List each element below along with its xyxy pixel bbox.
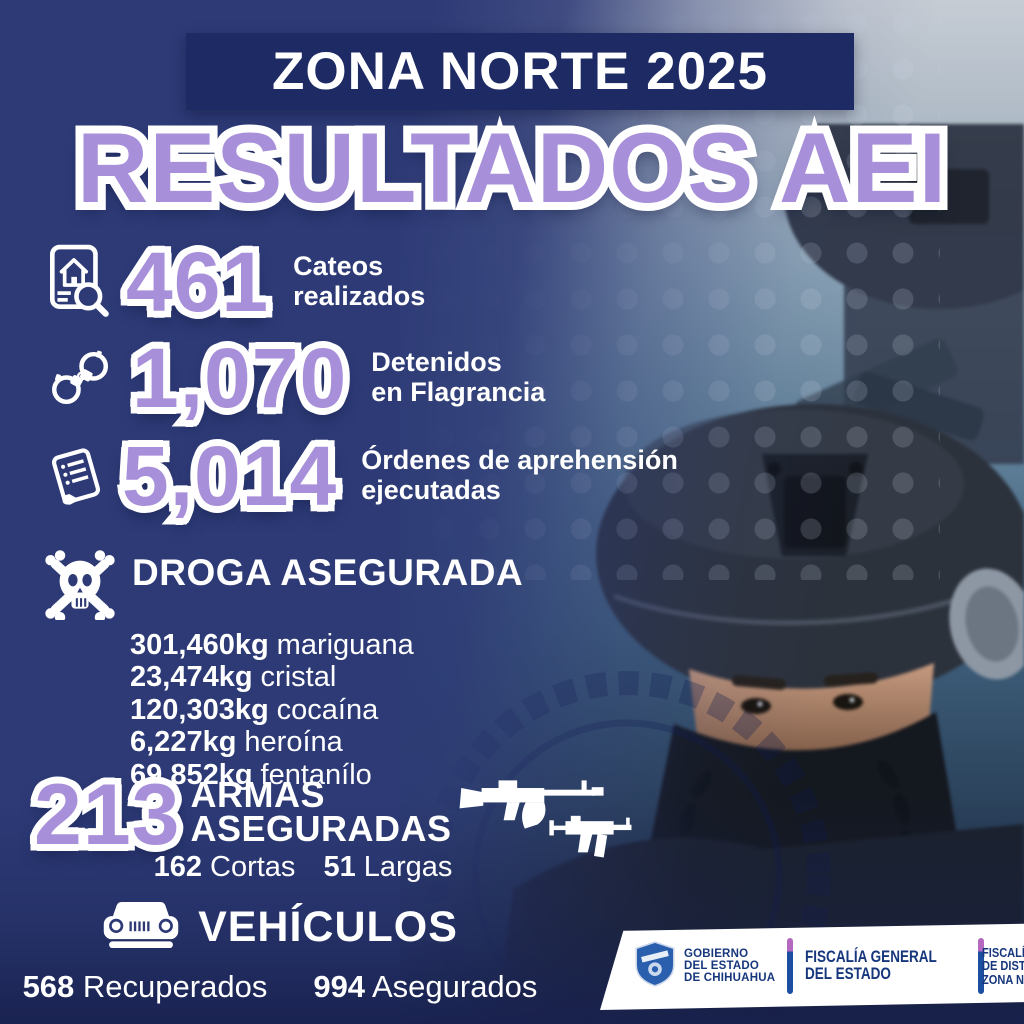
stat-value-detenidos: 1,070 [132, 336, 347, 420]
drug-item-cocaina: 120,303kg cocaína [130, 693, 379, 726]
weapons-largas: 51 Largas [323, 851, 453, 883]
vehicles-section: VEHÍCULOS 568 Recuperados 994 Asegurados [23, 898, 537, 1005]
drugs-section: DROGA ASEGURADA 301,460kg mariguana 23,47… [42, 546, 523, 791]
weapons-value: 213 [34, 772, 181, 858]
drug-item-heroina: 6,227kg heroína [130, 726, 343, 759]
fiscalia-general-logo-text: FISCALÍA GENERAL DEL ESTADO [805, 947, 938, 983]
rifle-icon [459, 780, 604, 829]
banner-label: ZONA NORTE 2025 [271, 42, 769, 101]
handcuffs-icon [46, 346, 116, 410]
stat-row-ordenes: 5,014 Órdenes de aprehensión ejecutadas [46, 434, 678, 518]
vehicles-breakdown: 568 Recuperados 994 Asegurados [10, 969, 550, 1005]
weapons-cortas: 162 Cortas [153, 851, 296, 883]
weapons-icons [456, 768, 638, 864]
skull-crossbones-icon [42, 546, 118, 625]
stat-value-cateos: 461 [126, 240, 269, 324]
search-warrant-icon [46, 244, 110, 320]
car-icon [102, 898, 180, 957]
title-text: RESULTADOS AEI [77, 118, 947, 217]
vehicles-header: VEHÍCULOS [40, 898, 520, 957]
stat-value-ordenes: 5,014 [122, 434, 337, 518]
footer-logo-strip: GOBIERNO DEL ESTADO DE CHIHUAHUA FISCALÍ… [600, 923, 1024, 1010]
drugs-list: 301,460kg mariguana 23,474kg cristal 120,3… [130, 629, 523, 791]
stat-row-detenidos: 1,070 Detenidos en Flagrancia [46, 336, 545, 420]
vehicles-asegurados: 994 Asegurados [313, 969, 538, 1004]
stat-row-cateos: 461 Cateos realizados [46, 240, 425, 324]
drug-item-mariguana: 301,460kg mariguana [130, 629, 414, 661]
divider [787, 938, 794, 994]
drugs-header: DROGA ASEGURADA [42, 546, 523, 625]
banner-zona-norte: ZONA NORTE 2025 [186, 33, 854, 110]
gobierno-logo-text: GOBIERNO DEL ESTADO DE CHIHUAHUA [684, 947, 776, 985]
divider [977, 938, 984, 994]
drugs-title: DROGA ASEGURADA [132, 552, 524, 593]
fiscalia-distrito-logo-text: FISCALÍA DE DISTRITO ZONA NORTE [981, 944, 1024, 987]
weapons-title: ARMAS ASEGURADAS [190, 774, 452, 850]
stat-label-detenidos: Detenidos en Flagrancia [371, 347, 546, 407]
stat-label-cateos: Cateos realizados [293, 251, 426, 311]
weapons-section: 213 ARMAS ASEGURADAS [34, 768, 638, 864]
stat-label-ordenes: Órdenes de aprehensión ejecutadas [361, 445, 678, 505]
submachine-gun-icon [548, 815, 632, 858]
arrest-order-document-icon [46, 445, 106, 507]
vehicles-recuperados: 568 Recuperados [22, 969, 268, 1004]
state-shield-icon [634, 940, 676, 993]
vehicles-title: VEHÍCULOS [198, 903, 458, 951]
weapons-breakdown: 162 Cortas 51 Largas [138, 851, 468, 884]
page-title: RESULTADOS AEI [0, 118, 1024, 217]
drug-item-cristal: 23,474kg cristal [130, 661, 337, 694]
